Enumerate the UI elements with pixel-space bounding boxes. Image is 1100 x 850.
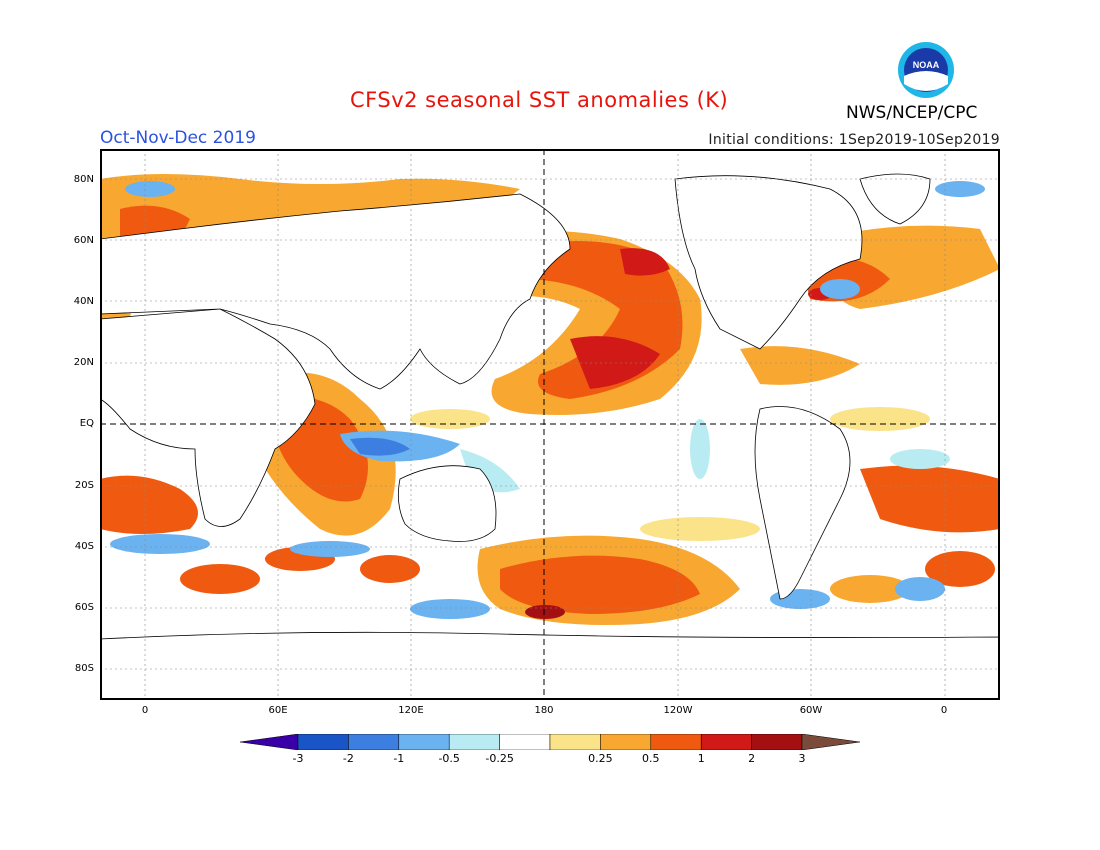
colorbar: [240, 734, 860, 750]
chart-title: CFSv2 seasonal SST anomalies (K): [350, 88, 729, 112]
colorbar-cell: [348, 734, 400, 750]
lat-label: 40S: [74, 541, 94, 552]
colorbar-cell: [499, 734, 551, 750]
colorbar-cell: [297, 734, 349, 750]
colorbar-tick-label: 2: [748, 752, 756, 765]
colorbar-tick-label: -3: [292, 752, 304, 765]
colorbar-cell: [801, 734, 860, 750]
lon-label: 0: [940, 705, 948, 716]
colorbar-cell: [240, 734, 299, 750]
anomaly-field-cool: [110, 181, 985, 619]
colorbar-cell: [549, 734, 601, 750]
colorbar-cell: [398, 734, 450, 750]
lat-label: 80N: [73, 174, 94, 185]
colorbar-tick-label: 1: [697, 752, 705, 765]
initial-conditions-label: Initial conditions: 1Sep2019-10Sep2019: [708, 132, 1000, 148]
lat-label: 40N: [73, 296, 94, 307]
land-masses: [100, 173, 1000, 700]
colorbar-tick-label: -1: [393, 752, 405, 765]
agency-label: NWS/NCEP/CPC: [846, 103, 978, 123]
colorbar-cell: [751, 734, 803, 750]
colorbar-cell: [700, 734, 752, 750]
lon-label: 120E: [398, 705, 424, 716]
lon-label: 120W: [663, 705, 693, 716]
lon-label: 180: [534, 705, 554, 716]
sst-anomaly-map: [100, 149, 1000, 700]
colorbar-cell: [650, 734, 702, 750]
lat-label: 60N: [73, 235, 94, 246]
colorbar-tick-label: -0.5: [438, 752, 460, 765]
lon-label: 60W: [799, 705, 823, 716]
reference-lines: [100, 149, 1000, 700]
colorbar-tick-label: 0.5: [642, 752, 660, 765]
lon-label: 0: [141, 705, 149, 716]
lon-label: 60E: [268, 705, 288, 716]
colorbar-tick-label: -0.25: [485, 752, 514, 765]
colorbar-cell: [600, 734, 652, 750]
colorbar-tick-label: 0.25: [588, 752, 613, 765]
colorbar-tick-label: -2: [342, 752, 354, 765]
lat-label: 80S: [74, 663, 94, 674]
noaa-logo-text: NOAA: [913, 60, 940, 70]
lat-label: EQ: [79, 418, 94, 429]
colorbar-cell: [448, 734, 500, 750]
lat-label: 20S: [74, 480, 94, 491]
season-label: Oct-Nov-Dec 2019: [100, 128, 256, 148]
noaa-logo: NOAA: [898, 42, 954, 98]
lat-label: 20N: [73, 357, 94, 368]
lat-label: 60S: [74, 602, 94, 613]
colorbar-tick-label: 3: [798, 752, 806, 765]
